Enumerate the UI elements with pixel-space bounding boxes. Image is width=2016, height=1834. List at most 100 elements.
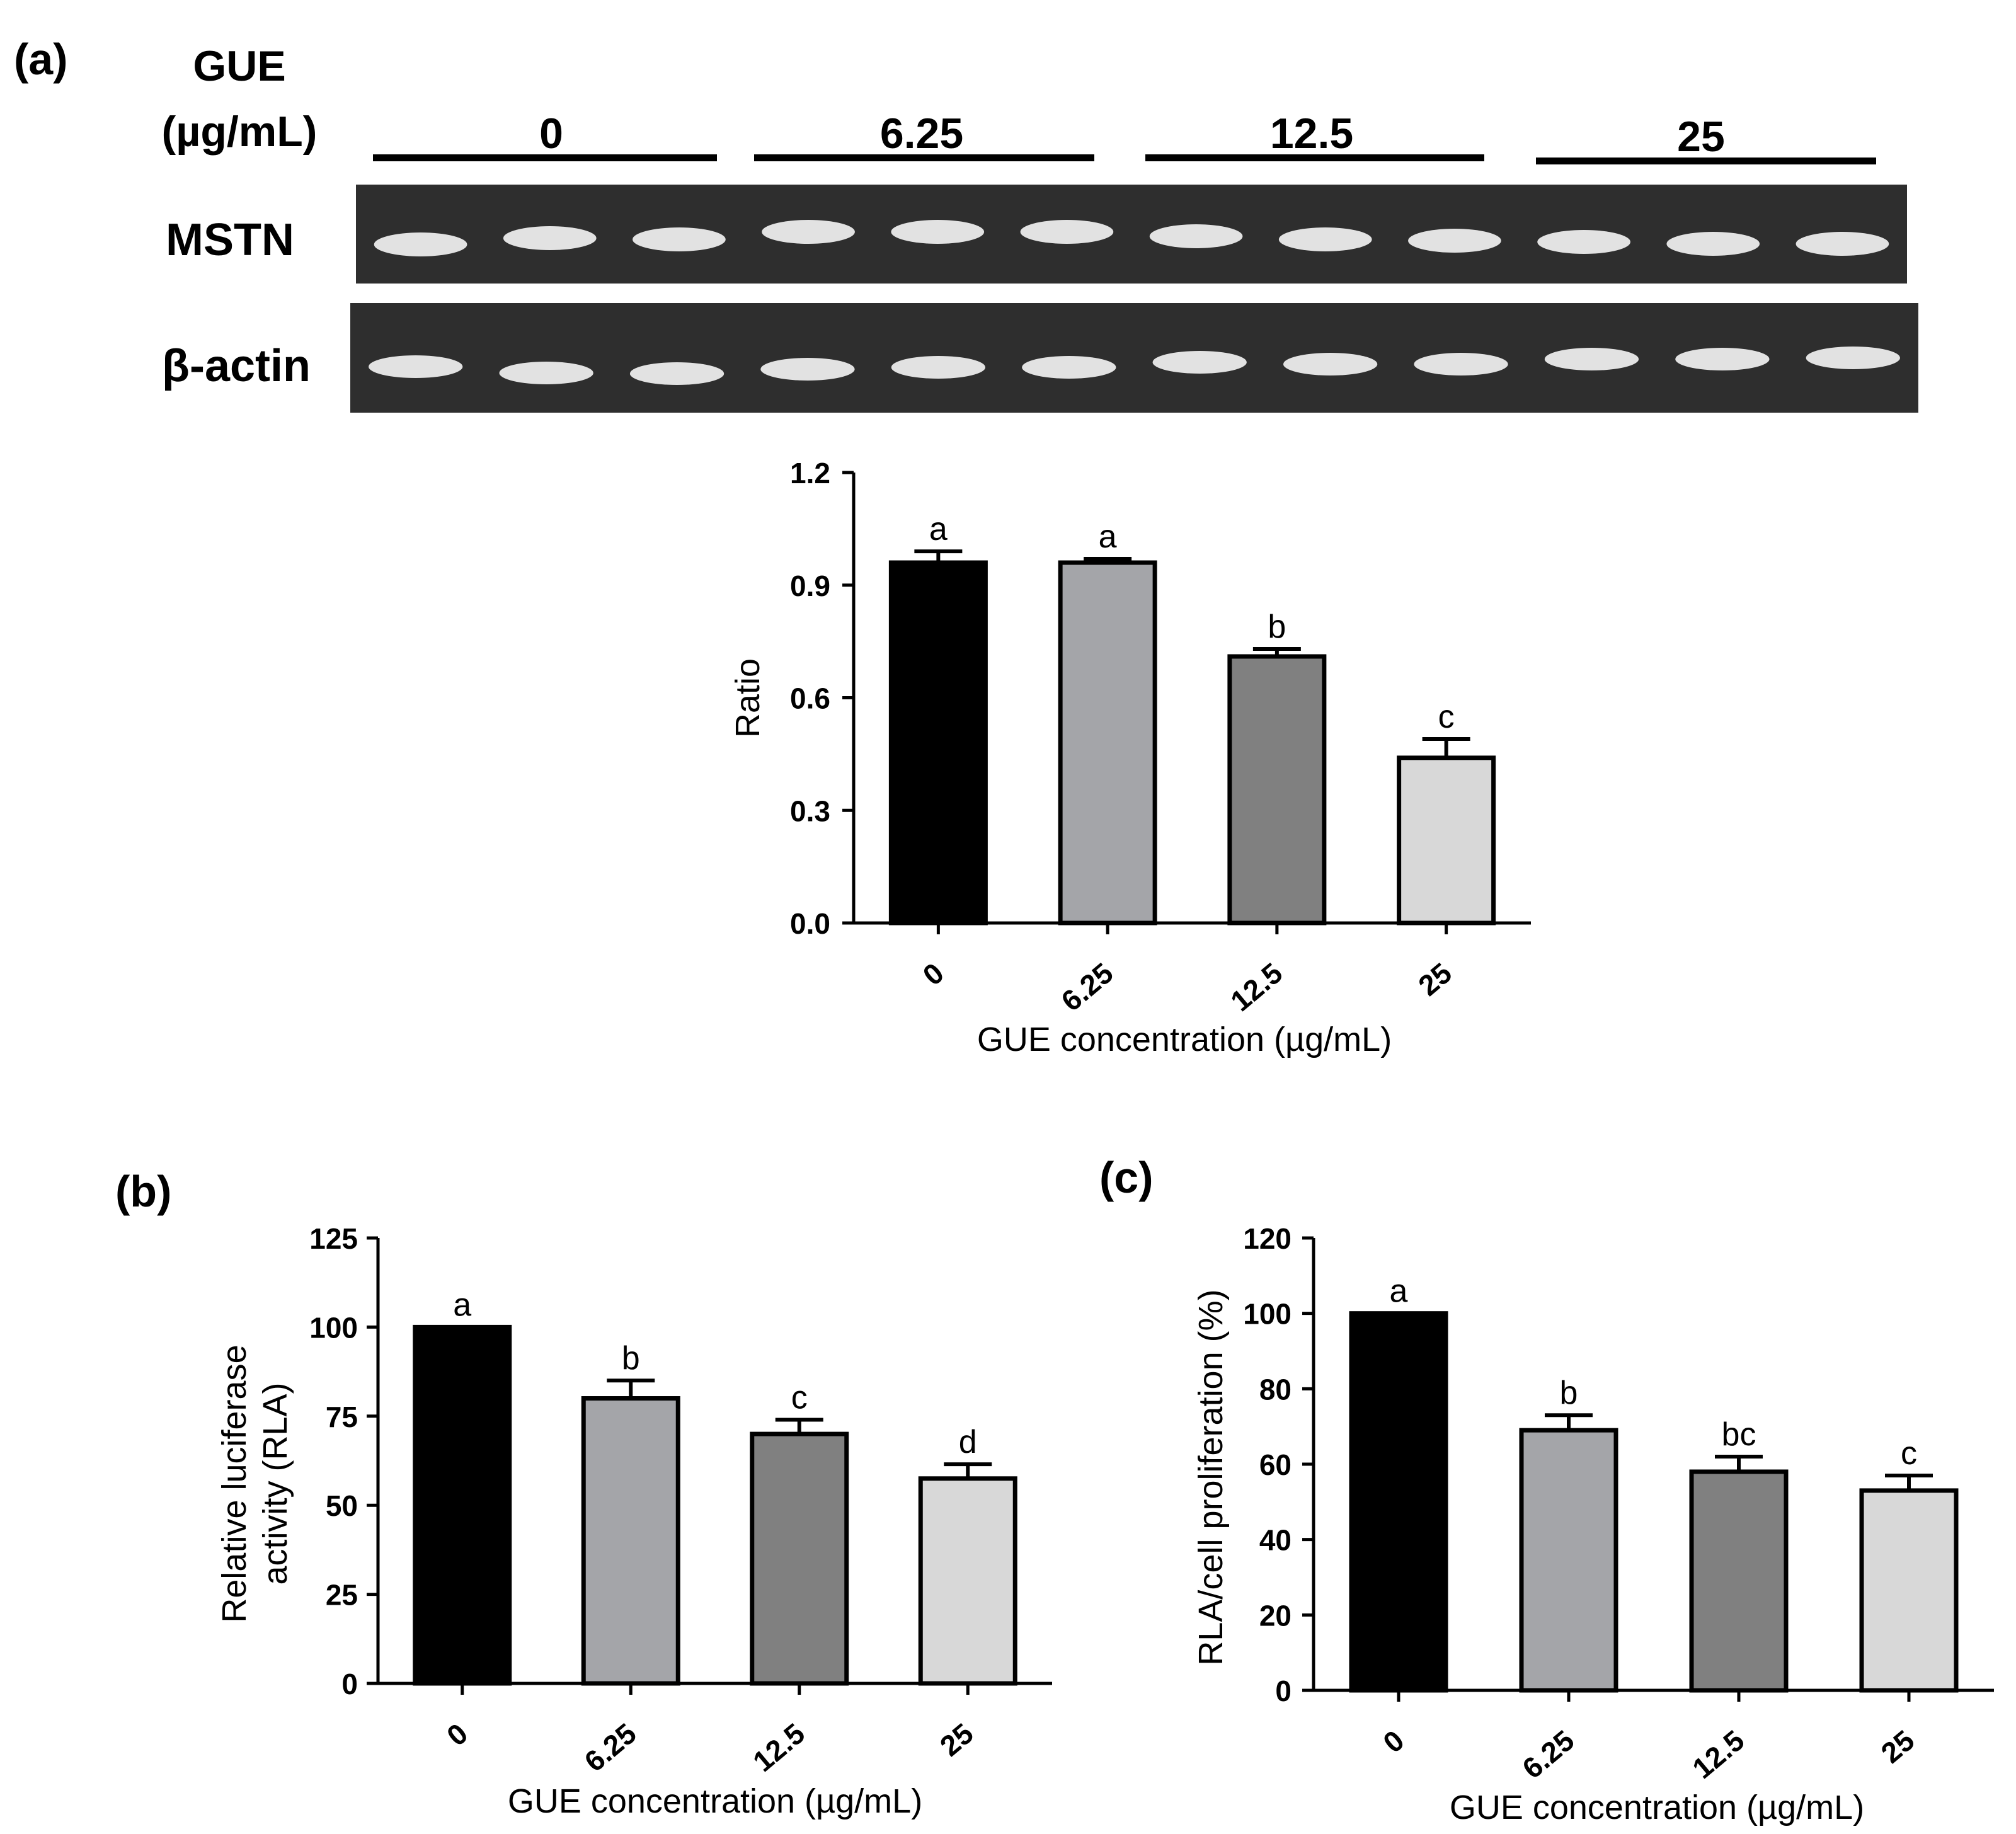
- bar: [581, 1396, 680, 1686]
- significance-letter: c: [1901, 1435, 1917, 1472]
- panel-label-b: (b): [115, 1167, 171, 1216]
- gel-band: [499, 362, 593, 384]
- bar: [413, 1324, 512, 1686]
- gel-band: [762, 220, 855, 244]
- chart-a: Ratio GUE concentration (µg/mL) 0.0 0.3 0.…: [729, 457, 1531, 1058]
- x-tick-label: 0: [440, 1717, 474, 1752]
- y-tick-label: 0: [1275, 1675, 1292, 1707]
- x-axis-label: GUE concentration (µg/mL): [508, 1782, 922, 1820]
- gel-band: [1796, 232, 1889, 256]
- bar: [1397, 755, 1496, 926]
- y-tick-label: 120: [1243, 1222, 1292, 1255]
- y-tick-label: 100: [1243, 1298, 1292, 1331]
- gel-band: [1152, 351, 1247, 374]
- y-tick-label: 75: [326, 1401, 358, 1433]
- gel-group-bar: [1536, 158, 1876, 164]
- gel-band: [1278, 227, 1372, 251]
- gel-band: [1408, 229, 1501, 253]
- gel-band: [1806, 347, 1900, 369]
- gel-group-bar: [373, 154, 717, 161]
- y-tick-label: 25: [326, 1579, 358, 1612]
- gel-group-headers: 0 6.25 12.5 25: [373, 110, 1876, 164]
- gel-group-label: 6.25: [880, 110, 963, 158]
- gel-group-bar: [1145, 154, 1484, 161]
- chart-c: RLA/cell proliferation (%) GUE concentra…: [1192, 1222, 1994, 1826]
- bar: [1519, 1428, 1618, 1693]
- bar: [1859, 1488, 1959, 1693]
- x-tick-label: 25: [1412, 956, 1458, 1002]
- x-tick-label: 12.5: [1686, 1724, 1750, 1785]
- bar: [1349, 1311, 1448, 1693]
- y-axis-label-line2: activity (RLA): [256, 1382, 294, 1585]
- gel-row-label-actin: β-actin: [162, 341, 311, 391]
- significance-letter: a: [453, 1287, 471, 1323]
- gel-group-bar: [754, 154, 1094, 161]
- y-axis-label: Ratio: [729, 658, 767, 738]
- gel-band: [1537, 230, 1630, 254]
- bar: [888, 560, 988, 926]
- panel-label-c: (c): [1099, 1153, 1154, 1202]
- gel-band: [891, 356, 986, 379]
- x-tick-label: 0: [917, 956, 950, 992]
- x-tick-label: 6.25: [1516, 1724, 1580, 1785]
- y-tick-label: 0.3: [790, 794, 830, 827]
- gel-image-actin: [350, 303, 1918, 413]
- x-axis-label: GUE concentration (µg/mL): [977, 1021, 1392, 1058]
- y-tick-label: 50: [326, 1489, 358, 1522]
- x-tick-label: 0: [1377, 1724, 1410, 1759]
- panel-label-a: (a): [14, 35, 68, 84]
- x-tick-label: 12.5: [747, 1717, 811, 1778]
- gel-group-label: 25: [1677, 113, 1725, 161]
- significance-letter: b: [622, 1340, 640, 1377]
- gel-band: [1020, 220, 1114, 244]
- x-tick-label: 25: [934, 1717, 980, 1763]
- gel-band: [1666, 232, 1760, 256]
- y-tick-label: 0.6: [790, 682, 830, 715]
- gel-treatment-label-line1: GUE: [193, 42, 285, 90]
- x-tick-label: 6.25: [578, 1717, 643, 1778]
- gel-background: [356, 185, 1907, 284]
- gel-band: [629, 362, 724, 385]
- y-axis-label-line1: Relative luciferase: [215, 1344, 253, 1622]
- bar: [1227, 654, 1327, 926]
- gel-band: [503, 226, 597, 250]
- gel-image-mstn: [356, 185, 1907, 284]
- x-axis-label: GUE concentration (µg/mL): [1450, 1789, 1864, 1826]
- gel-band: [760, 358, 855, 381]
- x-tick-label: 25: [1875, 1724, 1921, 1770]
- gel-treatment-label-line2: (µg/mL): [162, 108, 318, 156]
- gel-group-label: 12.5: [1270, 110, 1353, 158]
- y-tick-label: 40: [1259, 1524, 1292, 1557]
- bar: [918, 1476, 1017, 1686]
- y-tick-label: 1.2: [790, 457, 830, 490]
- significance-letter: d: [959, 1424, 977, 1460]
- bar: [1058, 560, 1157, 926]
- gel-group-label: 0: [539, 110, 563, 158]
- bar: [1689, 1469, 1789, 1693]
- x-tick-label: 12.5: [1224, 956, 1288, 1017]
- significance-letter: c: [791, 1379, 808, 1416]
- significance-letter: bc: [1722, 1416, 1756, 1453]
- y-tick-label: 0.0: [790, 907, 830, 940]
- gel-band: [1149, 224, 1243, 248]
- gel-band: [1414, 353, 1508, 375]
- chart-b: Relative luciferase activity (RLA) GUE c…: [215, 1222, 1052, 1820]
- gel-band: [1544, 348, 1639, 370]
- y-tick-label: 60: [1259, 1448, 1292, 1481]
- y-tick-label: 0.9: [790, 570, 830, 602]
- y-tick-label: 20: [1259, 1599, 1292, 1632]
- gel-band: [633, 227, 726, 251]
- y-tick-label: 100: [309, 1311, 358, 1344]
- y-tick-label: 125: [309, 1222, 358, 1255]
- gel-band: [1022, 356, 1116, 379]
- bar: [750, 1431, 849, 1686]
- x-tick-label: 6.25: [1055, 956, 1120, 1017]
- y-tick-label: 80: [1259, 1373, 1292, 1406]
- significance-letter: c: [1438, 699, 1455, 735]
- gel-band: [1675, 348, 1770, 370]
- significance-letter: a: [1390, 1273, 1408, 1310]
- gel-row-label-mstn: MSTN: [166, 215, 294, 265]
- y-tick-label: 0: [341, 1668, 358, 1700]
- significance-letter: a: [929, 511, 948, 547]
